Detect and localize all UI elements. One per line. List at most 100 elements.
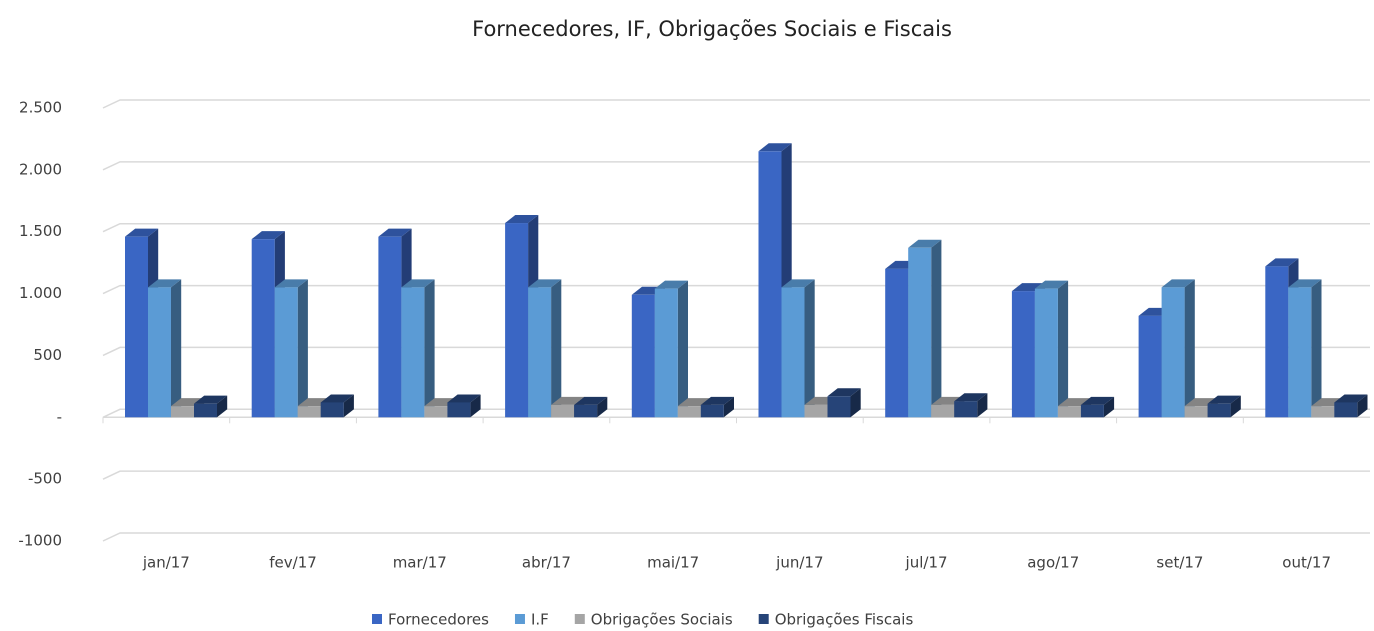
bar-front xyxy=(931,404,955,418)
bar-top xyxy=(827,388,861,397)
bar-top xyxy=(194,395,228,404)
x-tick-label: abr/17 xyxy=(522,554,571,572)
bar-front xyxy=(1161,287,1185,418)
bar-front xyxy=(677,406,701,418)
bar xyxy=(1034,280,1069,418)
legend-label: Obrigações Sociais xyxy=(591,611,733,629)
y-tick-label: -500 xyxy=(28,470,62,488)
bar-side xyxy=(804,279,815,418)
bar-top xyxy=(781,279,815,288)
x-tick-label: fev/17 xyxy=(269,554,317,572)
bar-front xyxy=(1265,266,1289,418)
bar-side xyxy=(1357,394,1368,418)
bar-top xyxy=(401,279,435,288)
y-tick-label: -1000 xyxy=(18,532,62,550)
bar xyxy=(1334,394,1368,418)
bar xyxy=(274,279,308,418)
bar xyxy=(574,396,608,418)
bar-side xyxy=(677,280,688,418)
bar-top xyxy=(1207,395,1241,404)
bar-front xyxy=(551,404,575,418)
bar-side xyxy=(1103,396,1115,418)
bar-front xyxy=(251,239,275,418)
bar-top xyxy=(251,231,285,240)
y-tick-label: - xyxy=(57,408,62,426)
bar-front xyxy=(447,402,471,418)
x-tick-label: ago/17 xyxy=(1027,554,1079,572)
x-tick-label: mai/17 xyxy=(647,554,699,572)
y-tick-label: 1.000 xyxy=(19,284,62,302)
y-tick-label: 2.000 xyxy=(19,160,62,178)
bar-front xyxy=(148,287,171,418)
y-tick-label: 1.500 xyxy=(19,222,62,240)
bar-front xyxy=(781,287,805,418)
bar-side xyxy=(1184,279,1195,418)
bar-top xyxy=(551,396,585,405)
bar-front xyxy=(1138,315,1162,418)
bar-top xyxy=(1288,279,1322,288)
bar-side xyxy=(977,393,988,418)
bar-side xyxy=(297,279,308,418)
bar-front xyxy=(401,287,425,418)
bar-side xyxy=(470,394,481,418)
bar-top xyxy=(528,279,562,288)
bar-top xyxy=(148,279,182,288)
bar-front xyxy=(654,288,678,418)
x-tick-label: jul/17 xyxy=(905,554,948,572)
bar-top xyxy=(274,279,308,288)
y-tick-label: 2.500 xyxy=(19,99,62,117)
bar-top xyxy=(1334,394,1368,403)
bar xyxy=(148,279,182,418)
bar-side xyxy=(1230,395,1241,418)
bar xyxy=(1161,279,1195,418)
grid-line xyxy=(102,99,1370,109)
bar-front xyxy=(758,151,782,418)
bar-top xyxy=(954,393,988,402)
bar xyxy=(1080,396,1115,418)
bar-front xyxy=(274,287,298,418)
bar-top xyxy=(1034,280,1069,289)
grid-line xyxy=(102,161,1370,171)
x-tick-label: jan/17 xyxy=(142,554,190,572)
bar-top xyxy=(908,239,942,248)
bar-front xyxy=(574,404,598,418)
bar-side xyxy=(424,279,435,418)
bar-top xyxy=(758,143,792,152)
bar-front xyxy=(297,406,321,418)
bar xyxy=(908,239,942,418)
legend-swatch xyxy=(758,614,769,624)
bar-front xyxy=(378,236,402,418)
grid-line xyxy=(102,284,1370,295)
grid-line xyxy=(102,470,1370,480)
bar-front xyxy=(1184,406,1208,418)
bar-front xyxy=(125,236,148,418)
bar-side xyxy=(723,396,734,418)
x-tick-label: jun/17 xyxy=(775,554,823,572)
bar-side xyxy=(850,388,861,418)
x-tick-label: out/17 xyxy=(1282,554,1331,572)
bar-front xyxy=(1288,287,1312,418)
bar-top xyxy=(447,394,481,403)
bar-front xyxy=(171,406,194,418)
bar-top xyxy=(378,228,412,237)
legend-swatch xyxy=(372,614,382,624)
bar xyxy=(320,394,354,418)
bar xyxy=(401,279,435,418)
bar-top xyxy=(320,394,354,403)
bar-top xyxy=(505,215,539,224)
legend-label: Obrigações Fiscais xyxy=(775,611,914,629)
bar-front xyxy=(320,402,344,418)
bar-front xyxy=(885,268,909,418)
bar-front xyxy=(804,404,828,418)
bar-front xyxy=(528,287,552,418)
bar-front xyxy=(424,406,448,418)
bar-top xyxy=(1161,279,1195,288)
bar-front xyxy=(827,396,851,418)
bar-front xyxy=(631,294,655,418)
grid-line xyxy=(102,346,1370,357)
bar-front xyxy=(1034,288,1058,418)
bar xyxy=(954,393,988,418)
bar-top xyxy=(574,396,608,405)
bar xyxy=(1207,395,1241,418)
